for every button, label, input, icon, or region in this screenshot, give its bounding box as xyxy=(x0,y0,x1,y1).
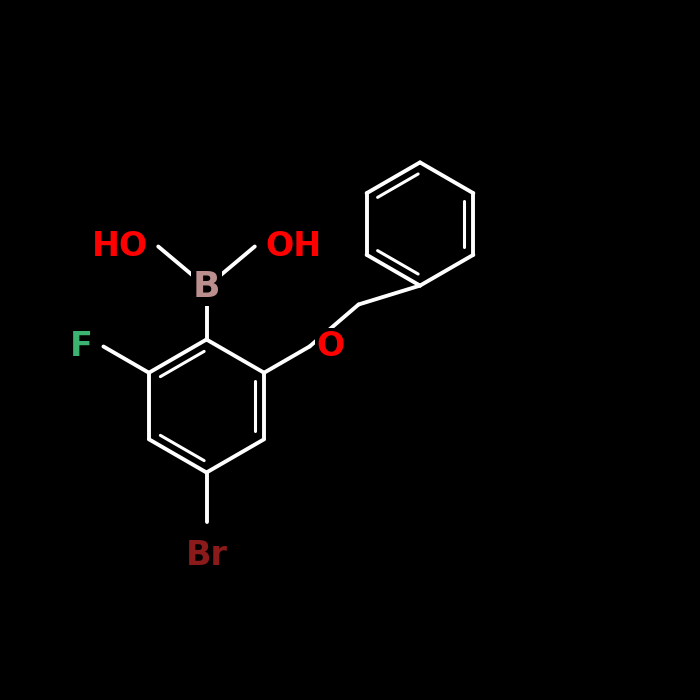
Text: Br: Br xyxy=(186,539,228,572)
Text: OH: OH xyxy=(265,230,321,263)
Text: B: B xyxy=(193,270,220,304)
Text: HO: HO xyxy=(92,230,148,263)
Text: O: O xyxy=(316,330,345,363)
Text: F: F xyxy=(70,330,93,363)
